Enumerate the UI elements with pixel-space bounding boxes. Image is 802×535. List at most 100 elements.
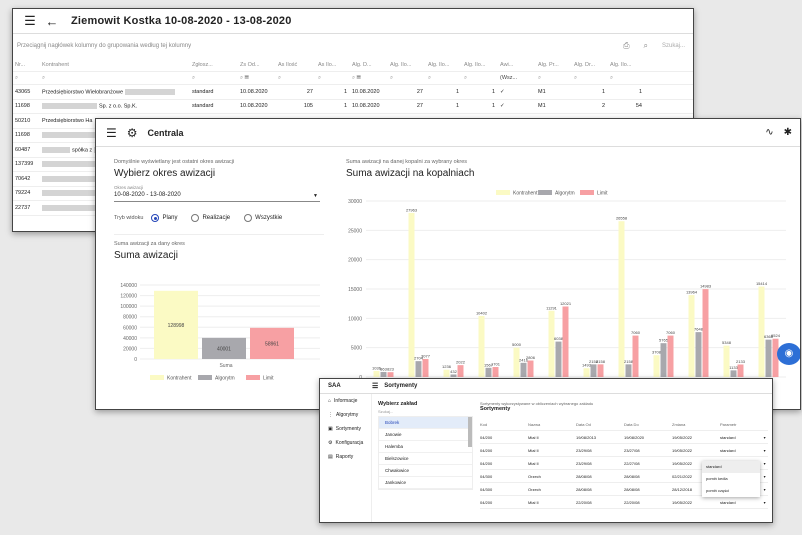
column-header[interactable]: As Ilo... bbox=[318, 62, 337, 68]
bar-algorytm[interactable] bbox=[202, 337, 246, 359]
bar-algorytm[interactable] bbox=[695, 332, 702, 377]
bar-kontrahent[interactable] bbox=[688, 295, 695, 377]
bar-algorytm[interactable] bbox=[590, 364, 597, 377]
bar-limit[interactable] bbox=[562, 306, 569, 377]
bug-icon[interactable]: ✱ bbox=[783, 127, 792, 138]
table-row[interactable]: 04/200 Miał II 22/20/08 22/20/08 19/05/2022 s… bbox=[480, 496, 768, 509]
bar-limit[interactable] bbox=[457, 365, 464, 377]
bar-kontrahent[interactable] bbox=[723, 345, 730, 377]
filter-cell[interactable]: ⌕ bbox=[15, 74, 19, 81]
bar-kontrahent[interactable] bbox=[408, 212, 415, 377]
filter-cell[interactable]: ⌕ bbox=[538, 74, 542, 81]
bar-kontrahent[interactable] bbox=[513, 347, 520, 377]
filter-cell[interactable]: ⌕ bbox=[428, 74, 432, 81]
bar-algorytm[interactable] bbox=[380, 371, 387, 377]
search-input[interactable]: Szukaj... bbox=[661, 43, 685, 49]
bar-limit[interactable] bbox=[527, 360, 534, 377]
filter-cell[interactable]: (Wsz... bbox=[500, 75, 518, 81]
column-header[interactable]: Nr... bbox=[15, 62, 26, 68]
plant-list-item[interactable]: Bobrek bbox=[379, 417, 472, 429]
plant-list-scrollbar[interactable] bbox=[468, 417, 472, 447]
menu-icon[interactable]: ☰ bbox=[24, 13, 36, 28]
plant-list-item[interactable]: Halemba bbox=[379, 441, 472, 453]
column-header[interactable]: Kontrahent bbox=[42, 62, 69, 68]
export-icon[interactable]: ⎙ bbox=[623, 41, 630, 50]
search-icon[interactable]: ⌕ bbox=[643, 41, 648, 50]
filter-cell[interactable]: ⌕ bbox=[574, 74, 578, 81]
menu-icon[interactable]: ☰ bbox=[106, 125, 117, 140]
parameter-select[interactable]: standard ▾ bbox=[720, 500, 768, 505]
bar-limit[interactable] bbox=[702, 289, 709, 377]
dropdown-option[interactable]: standard bbox=[702, 461, 760, 473]
filter-cell[interactable]: ⌕ bbox=[464, 74, 468, 81]
radio-wszystkie[interactable]: Wszystkie bbox=[244, 214, 282, 222]
bar-algorytm[interactable] bbox=[450, 374, 457, 377]
column-header[interactable]: Alg. Pr... bbox=[538, 62, 559, 68]
column-header[interactable]: Zmiana bbox=[672, 421, 686, 427]
bar-kontrahent[interactable] bbox=[443, 369, 450, 377]
bar-limit[interactable] bbox=[667, 335, 674, 377]
nav-item-algorytmy[interactable]: ⋮ Algorytmy bbox=[320, 408, 371, 422]
activity-icon[interactable]: ∿ bbox=[765, 127, 774, 138]
filter-cell[interactable]: ⌕ bbox=[278, 74, 282, 81]
nav-item-sortymenty[interactable]: ▣ Sortymenty bbox=[320, 422, 371, 436]
nav-item-informacje[interactable]: ⌂ Informacje bbox=[320, 394, 371, 408]
bar-limit[interactable] bbox=[772, 338, 779, 377]
filter-cell[interactable]: ⌕ bbox=[390, 74, 394, 81]
bar-kontrahent[interactable] bbox=[548, 310, 555, 377]
column-header[interactable]: Data Od bbox=[576, 421, 591, 427]
plant-list-item[interactable]: Bielszowice bbox=[379, 453, 472, 465]
bar-algorytm[interactable] bbox=[415, 361, 422, 377]
plant-list-item[interactable]: Jankowice bbox=[379, 477, 472, 489]
bar-kontrahent[interactable] bbox=[583, 368, 590, 377]
group-panel[interactable]: Przeciągnij nagłówek kolumny do grupowan… bbox=[13, 34, 693, 58]
column-header[interactable]: Kod bbox=[480, 421, 488, 427]
bar-limit[interactable] bbox=[597, 364, 604, 377]
dropdown-option[interactable]: pomiń kedla bbox=[706, 476, 728, 481]
plant-search-input[interactable]: Szukaj... bbox=[378, 409, 394, 414]
table-row[interactable]: 11698 Sp. z o.o. Sp.K. standard 10.08.2020 1… bbox=[13, 100, 693, 114]
plant-list-item[interactable]: Chwałowice bbox=[379, 465, 472, 477]
bar-kontrahent[interactable] bbox=[478, 315, 485, 377]
column-header[interactable]: Alg. Ilo... bbox=[610, 62, 632, 68]
bar-limit[interactable] bbox=[387, 372, 394, 377]
nav-item-konfiguracja[interactable]: ⚙ Konfiguracja bbox=[320, 436, 371, 450]
column-header[interactable]: Nazwa bbox=[528, 421, 541, 427]
column-header[interactable]: Alg. Dr... bbox=[574, 62, 596, 68]
filter-cell[interactable]: ⌕ bbox=[610, 74, 614, 81]
dropdown-option[interactable]: pomiń części bbox=[706, 488, 730, 493]
bar-algorytm[interactable] bbox=[520, 362, 527, 377]
bar-kontrahent[interactable] bbox=[653, 355, 660, 377]
column-header[interactable]: Alg. Ilo... bbox=[428, 62, 450, 68]
column-header[interactable]: Awi... bbox=[500, 62, 514, 68]
bar-algorytm[interactable] bbox=[765, 339, 772, 377]
plant-list-item[interactable]: Janowie bbox=[379, 429, 472, 441]
column-header[interactable]: As Ilość bbox=[278, 62, 298, 68]
bar-limit[interactable] bbox=[737, 364, 744, 377]
bar-kontrahent[interactable] bbox=[154, 290, 198, 359]
filter-cell[interactable]: ⌕ bbox=[192, 74, 196, 81]
bar-limit[interactable] bbox=[492, 367, 499, 377]
back-arrow-icon[interactable]: ← bbox=[45, 13, 59, 29]
bar-algorytm[interactable] bbox=[485, 367, 492, 377]
bar-limit[interactable] bbox=[250, 327, 294, 359]
bar-algorytm[interactable] bbox=[625, 364, 632, 377]
bar-limit[interactable] bbox=[632, 335, 639, 377]
radio-realizacje[interactable]: Realizacje bbox=[191, 214, 230, 222]
bar-algorytm[interactable] bbox=[660, 343, 667, 377]
chat-bubble-icon[interactable]: ◉ bbox=[777, 343, 800, 365]
bar-kontrahent[interactable] bbox=[758, 286, 765, 377]
column-header[interactable]: Zs Od... bbox=[240, 62, 260, 68]
bar-kontrahent[interactable] bbox=[373, 370, 380, 377]
radio-plany[interactable]: Plany bbox=[151, 214, 177, 222]
table-row[interactable]: 04/200 Miał II 23/29/08 23/27/08 19/05/2022 s… bbox=[480, 444, 768, 457]
nav-item-raporty[interactable]: ▤ Raporty bbox=[320, 450, 371, 464]
column-header[interactable]: Parametr bbox=[720, 421, 737, 427]
bar-limit[interactable] bbox=[422, 358, 429, 377]
table-row[interactable]: 04/200 Miał II 19/08/2013 19/08/2020 19/05/2… bbox=[480, 431, 768, 444]
table-row[interactable]: 43065 Przedsiębiorstwo Wielobranżowe stand… bbox=[13, 85, 693, 100]
bar-algorytm[interactable] bbox=[730, 370, 737, 377]
filter-cell[interactable]: ⌕ ▦ bbox=[240, 74, 249, 81]
column-header[interactable]: Alg. Ilo... bbox=[390, 62, 412, 68]
column-header[interactable]: Zgłosz... bbox=[192, 62, 213, 68]
